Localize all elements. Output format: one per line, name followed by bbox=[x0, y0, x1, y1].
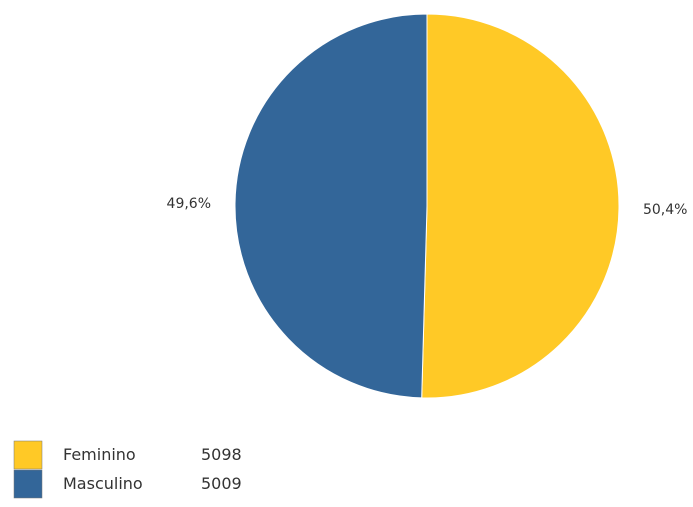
pie-slice-masculino[interactable] bbox=[235, 14, 427, 398]
legend-label: Masculino bbox=[63, 474, 143, 493]
pie-slice-feminino[interactable] bbox=[422, 14, 619, 398]
legend-swatch-feminino bbox=[14, 441, 42, 469]
legend-value: 5009 bbox=[201, 474, 242, 493]
slice-percent-label-masculino: 49,6% bbox=[167, 196, 211, 212]
legend-item-masculino[interactable]: Masculino 5009 bbox=[14, 470, 242, 498]
legend: Feminino 5098 Masculino 5009 bbox=[14, 441, 242, 498]
legend-item-feminino[interactable]: Feminino 5098 bbox=[14, 441, 242, 469]
legend-value: 5098 bbox=[201, 445, 242, 464]
legend-label: Feminino bbox=[63, 445, 136, 464]
pie-slices bbox=[235, 14, 619, 398]
slice-percent-label-feminino: 50,4% bbox=[643, 202, 687, 218]
legend-swatch-masculino bbox=[14, 470, 42, 498]
